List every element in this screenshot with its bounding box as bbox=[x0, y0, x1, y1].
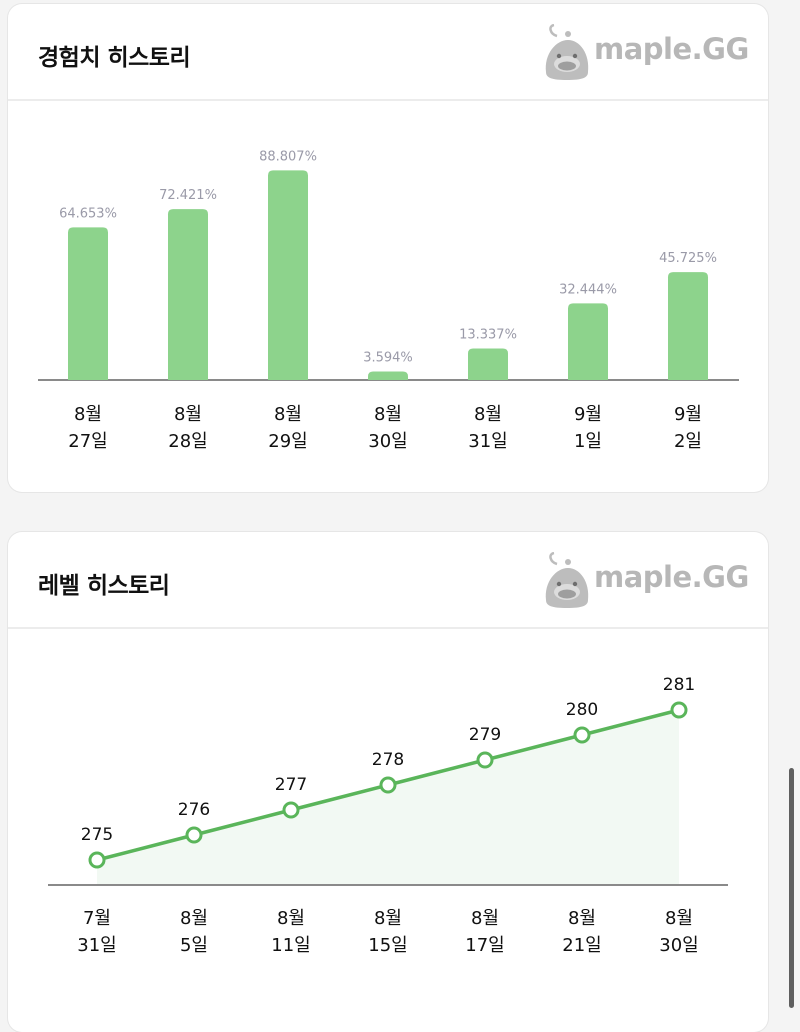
maple-gg-wordmark: maple.GG bbox=[594, 32, 749, 66]
exp-bar bbox=[68, 227, 108, 380]
exp-x-tick-month: 8월 bbox=[74, 404, 102, 425]
slime-mascot-icon bbox=[545, 24, 589, 80]
level-x-tick-day: 11일 bbox=[271, 935, 310, 956]
level-history-card: 레벨 히스토리 maple.GG 275 7월 31일 276 8월 5일 277 8월 11일… bbox=[8, 532, 768, 1032]
level-point bbox=[670, 701, 688, 719]
level-point-label: 276 bbox=[178, 800, 210, 820]
level-point-label: 280 bbox=[566, 700, 598, 720]
exp-bar-value-label: 13.337% bbox=[459, 328, 517, 343]
level-point bbox=[282, 801, 300, 819]
exp-x-tick-day: 30일 bbox=[368, 431, 407, 452]
exp-bar bbox=[568, 303, 608, 380]
exp-bar-value-label: 45.725% bbox=[659, 251, 717, 266]
slime-mascot-icon bbox=[545, 552, 589, 608]
exp-x-tick-day: 28일 bbox=[168, 431, 207, 452]
maple-gg-wordmark: maple.GG bbox=[594, 560, 749, 594]
exp-bar-value-label: 32.444% bbox=[559, 282, 617, 297]
level-point bbox=[185, 826, 203, 844]
level-card-title: 레벨 히스토리 bbox=[38, 573, 170, 599]
exp-bar-value-label: 88.807% bbox=[259, 149, 317, 164]
exp-card-title: 경험치 히스토리 bbox=[38, 45, 191, 71]
level-point-label: 277 bbox=[275, 775, 307, 795]
exp-bar bbox=[668, 272, 708, 380]
level-point-label: 278 bbox=[372, 750, 404, 770]
level-point-label: 275 bbox=[81, 825, 113, 845]
maple-gg-brand: maple.GG bbox=[542, 552, 749, 610]
exp-bar bbox=[468, 348, 508, 380]
level-x-tick-month: 8월 bbox=[568, 908, 596, 929]
exp-bar-chart: 64.653% 8월 27일 72.421% 8월 28일 88.807% 8월 29일 3.59… bbox=[38, 149, 739, 452]
exp-history-card: 경험치 히스토리 maple.GG 64.653% 8월 27일 72.421% 8월 2… bbox=[8, 4, 768, 492]
level-point-label: 281 bbox=[663, 675, 695, 695]
level-x-tick-day: 17일 bbox=[465, 935, 504, 956]
level-point bbox=[476, 751, 494, 769]
exp-x-tick-month: 9월 bbox=[574, 404, 602, 425]
exp-x-tick-day: 2일 bbox=[674, 431, 702, 452]
exp-bar bbox=[168, 209, 208, 380]
level-x-tick-day: 21일 bbox=[562, 935, 601, 956]
page-scrollbar[interactable] bbox=[789, 768, 794, 1008]
maple-gg-brand: maple.GG bbox=[542, 24, 749, 82]
exp-x-tick-month: 9월 bbox=[674, 404, 702, 425]
level-card-header: 레벨 히스토리 maple.GG bbox=[8, 532, 768, 629]
level-point bbox=[379, 776, 397, 794]
exp-x-tick-day: 29일 bbox=[268, 431, 307, 452]
exp-x-tick-day: 27일 bbox=[68, 431, 107, 452]
level-x-tick-day: 30일 bbox=[659, 935, 698, 956]
level-area-fill bbox=[97, 710, 679, 885]
level-x-tick-month: 8월 bbox=[374, 908, 402, 929]
exp-bar bbox=[368, 371, 408, 380]
exp-x-tick-day: 31일 bbox=[468, 431, 507, 452]
exp-bar-value-label: 64.653% bbox=[59, 206, 117, 221]
level-x-tick-month: 8월 bbox=[471, 908, 499, 929]
exp-x-tick-month: 8월 bbox=[474, 404, 502, 425]
exp-card-header: 경험치 히스토리 maple.GG bbox=[8, 4, 768, 101]
level-line-chart: 275 7월 31일 276 8월 5일 277 8월 11일 278 8월 15일 279 8월 17일 2… bbox=[48, 675, 728, 956]
exp-bar-value-label: 72.421% bbox=[159, 188, 217, 203]
level-point bbox=[88, 851, 106, 869]
level-x-tick-month: 8월 bbox=[665, 908, 693, 929]
exp-x-tick-day: 1일 bbox=[574, 431, 602, 452]
exp-bar bbox=[268, 170, 308, 380]
exp-x-tick-month: 8월 bbox=[374, 404, 402, 425]
level-point bbox=[573, 726, 591, 744]
exp-x-tick-month: 8월 bbox=[274, 404, 302, 425]
level-x-tick-day: 15일 bbox=[368, 935, 407, 956]
level-x-tick-month: 8월 bbox=[180, 908, 208, 929]
exp-x-tick-month: 8월 bbox=[174, 404, 202, 425]
level-point-label: 279 bbox=[469, 725, 501, 745]
exp-bar-value-label: 3.594% bbox=[363, 351, 413, 366]
level-x-tick-month: 8월 bbox=[277, 908, 305, 929]
level-x-tick-month: 7월 bbox=[83, 908, 111, 929]
level-x-tick-day: 31일 bbox=[77, 935, 116, 956]
level-x-tick-day: 5일 bbox=[180, 935, 208, 956]
